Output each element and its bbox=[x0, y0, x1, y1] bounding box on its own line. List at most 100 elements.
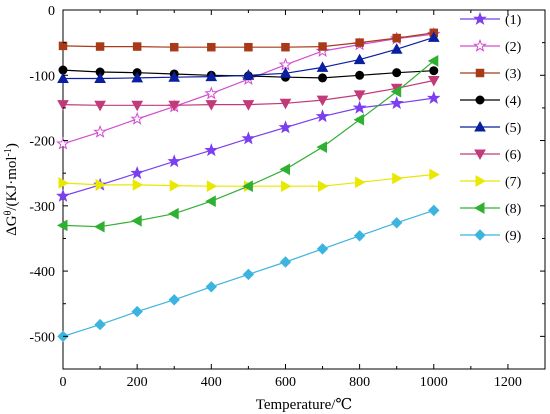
legend-entry: (1) bbox=[460, 11, 522, 28]
data-point bbox=[130, 111, 145, 125]
legend-entry: (9) bbox=[460, 229, 522, 244]
data-point bbox=[318, 42, 327, 51]
legend-label: (2) bbox=[505, 40, 522, 55]
legend-label: (7) bbox=[505, 175, 522, 190]
data-point bbox=[318, 180, 329, 193]
data-point bbox=[131, 214, 142, 227]
series-3 bbox=[58, 28, 439, 52]
x-tick-label: 600 bbox=[275, 375, 296, 390]
data-point bbox=[279, 67, 292, 78]
data-point bbox=[95, 42, 105, 51]
data-point bbox=[58, 177, 70, 189]
data-point bbox=[426, 90, 441, 104]
data-point bbox=[278, 57, 293, 71]
data-point bbox=[353, 113, 365, 126]
data-point bbox=[94, 318, 106, 331]
y-tick-label: -400 bbox=[29, 265, 55, 280]
legend-entry: (6) bbox=[460, 148, 522, 163]
legend-entry: (5) bbox=[460, 120, 522, 136]
data-point bbox=[352, 100, 367, 114]
data-point bbox=[169, 179, 181, 192]
data-point bbox=[427, 55, 439, 67]
data-point bbox=[278, 120, 293, 134]
series-6 bbox=[57, 76, 440, 112]
data-point bbox=[57, 72, 69, 83]
data-point bbox=[132, 42, 142, 51]
series-8 bbox=[56, 55, 439, 233]
data-point bbox=[355, 70, 365, 80]
y-tick-label: -500 bbox=[29, 330, 55, 345]
data-point bbox=[131, 305, 143, 318]
legend-marker bbox=[473, 38, 487, 52]
data-point bbox=[131, 100, 144, 112]
data-point bbox=[205, 281, 218, 293]
data-point bbox=[167, 154, 182, 168]
data-point bbox=[428, 204, 440, 217]
x-tick-label: 0 bbox=[60, 375, 67, 390]
data-point bbox=[207, 42, 216, 52]
y-tick-label: -100 bbox=[29, 69, 55, 84]
data-point bbox=[392, 172, 403, 185]
data-point bbox=[132, 179, 144, 191]
data-point bbox=[427, 76, 440, 87]
data-point bbox=[355, 38, 364, 47]
data-point bbox=[315, 109, 330, 123]
legend-label: (3) bbox=[505, 67, 522, 82]
data-point bbox=[279, 163, 290, 176]
y-tick-label: -200 bbox=[29, 135, 55, 150]
data-point bbox=[168, 207, 179, 220]
data-point bbox=[205, 70, 218, 82]
data-point bbox=[58, 41, 68, 51]
y-axis-title: ΔGθ/(KJ·mol-1) bbox=[3, 143, 21, 236]
data-point bbox=[392, 68, 402, 78]
data-point bbox=[204, 143, 219, 157]
data-point bbox=[389, 96, 404, 110]
legend-entry: (4) bbox=[460, 94, 522, 109]
series-1 bbox=[56, 90, 441, 202]
data-point bbox=[93, 124, 107, 138]
data-point bbox=[94, 100, 106, 112]
data-point bbox=[281, 42, 290, 52]
x-axis-title: Temperature/℃ bbox=[256, 397, 353, 413]
legend-label: (9) bbox=[505, 229, 522, 244]
legend-marker bbox=[474, 229, 486, 241]
data-point bbox=[316, 61, 329, 72]
data-point bbox=[205, 195, 216, 208]
y-tick-label: -300 bbox=[29, 200, 55, 215]
legend-label: (8) bbox=[505, 202, 522, 217]
data-point bbox=[244, 42, 253, 52]
data-point bbox=[390, 43, 403, 54]
x-tick-label: 800 bbox=[349, 375, 370, 390]
x-tick-label: 1200 bbox=[494, 375, 522, 390]
data-point bbox=[353, 90, 366, 101]
x-tick-label: 1000 bbox=[420, 375, 448, 390]
data-point bbox=[242, 180, 253, 193]
y-axis-title-sup2: -1 bbox=[3, 148, 14, 156]
data-point bbox=[429, 168, 440, 181]
data-point bbox=[168, 294, 180, 306]
legend-entry: (3) bbox=[460, 67, 522, 82]
data-point bbox=[130, 165, 144, 179]
data-point bbox=[242, 100, 255, 111]
data-point bbox=[94, 220, 105, 233]
data-point bbox=[169, 42, 179, 52]
data-point bbox=[95, 179, 107, 191]
x-tick-label: 400 bbox=[201, 375, 222, 390]
legend-marker bbox=[475, 95, 485, 105]
legend-label: (1) bbox=[505, 13, 522, 28]
legend-marker bbox=[473, 202, 485, 214]
legend-label: (6) bbox=[505, 148, 522, 163]
data-point bbox=[204, 86, 219, 100]
data-point bbox=[56, 188, 70, 202]
data-point bbox=[390, 217, 403, 229]
data-point bbox=[427, 31, 440, 42]
data-point bbox=[206, 180, 218, 193]
data-point bbox=[318, 73, 328, 83]
axes: 0 200 400 600 800 1000 1200 0 -100 -200 -300 -400 -5… bbox=[29, 4, 546, 390]
data-point bbox=[168, 100, 181, 112]
data-point bbox=[56, 219, 68, 232]
y-axis-title-sup: θ bbox=[3, 210, 14, 215]
data-point bbox=[390, 85, 402, 98]
data-point bbox=[429, 66, 439, 76]
